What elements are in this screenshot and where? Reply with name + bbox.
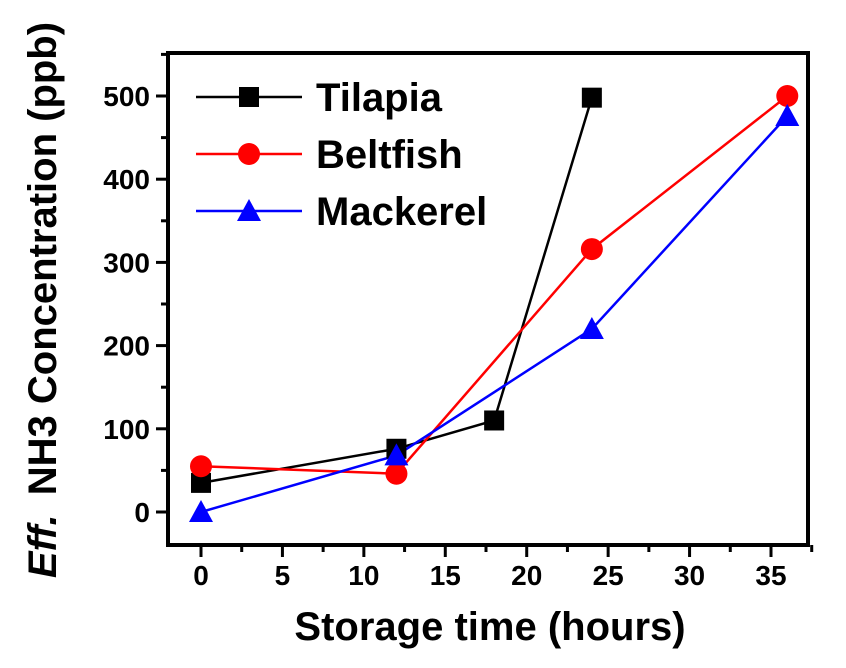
y-tick-label: 0 [134, 497, 150, 528]
mackerel-series-line [200, 115, 789, 514]
beltfish-data-point [190, 455, 212, 478]
x-tick-label: 35 [755, 560, 786, 591]
mackerel-data-point [384, 443, 409, 466]
y-tick-label: 300 [103, 247, 150, 278]
x-tick-label: 0 [193, 560, 209, 591]
plot-frame [166, 51, 810, 547]
x-tick-label: 20 [511, 560, 542, 591]
x-tick-label: 30 [674, 560, 705, 591]
beltfish-data-point [580, 238, 603, 261]
mackerel-data-point [775, 103, 800, 126]
legend-label-mackerel: Mackerel [316, 190, 487, 234]
y-axis-label-main: NH3 Concentration (ppb) [21, 22, 65, 495]
beltfish-data-point [776, 85, 799, 107]
legend-marker-mackerel [237, 199, 261, 221]
x-tick-label: 15 [430, 560, 461, 591]
x-tick-label: 5 [275, 560, 291, 591]
y-axis-label-italic: Eff. [21, 514, 65, 578]
tilapia-data-point [581, 87, 602, 108]
beltfish-data-point [385, 462, 408, 485]
x-tick-label: 25 [593, 560, 624, 591]
y-tick-label: 200 [103, 331, 150, 362]
legend-marker-tilapia [239, 87, 259, 107]
legend-label-beltfish: Beltfish [316, 133, 463, 177]
mackerel-data-point [189, 500, 213, 522]
mackerel-data-point [579, 316, 604, 339]
y-tick-label: 100 [103, 414, 150, 445]
x-axis-label: Storage time (hours) [294, 605, 685, 649]
y-axis-label: Eff. NH3 Concentration (ppb) [21, 22, 65, 578]
tilapia-data-point [191, 472, 211, 493]
tilapia-series-line [200, 97, 594, 485]
y-tick-label: 400 [103, 164, 150, 195]
legend-label-tilapia: Tilapia [316, 76, 443, 120]
x-tick-label: 10 [348, 560, 379, 591]
y-tick-label: 500 [103, 81, 150, 112]
plot-area: 0 5 10 15 20 25 30 35 0 100 200 300 400 500 Tilapia Bel… [103, 51, 814, 591]
tilapia-data-point [484, 410, 505, 431]
legend-marker-beltfish [238, 143, 260, 165]
beltfish-series-line [200, 95, 789, 475]
